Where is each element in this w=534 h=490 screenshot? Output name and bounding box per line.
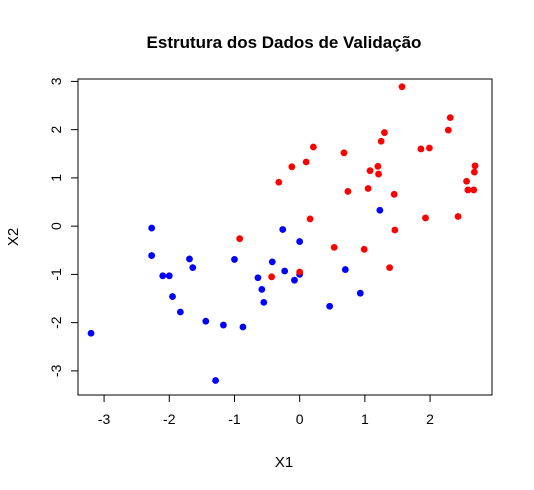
data-point [381, 129, 388, 136]
data-point [296, 238, 304, 245]
data-point [426, 144, 433, 152]
y-tick-label: 2 [48, 126, 64, 134]
data-point [377, 137, 385, 145]
data-point [260, 298, 268, 306]
data-point [268, 273, 276, 281]
data-points [87, 83, 479, 384]
data-point [231, 256, 238, 263]
data-point [364, 185, 372, 192]
x-tick-label: 0 [296, 411, 304, 427]
y-tick-label: 0 [48, 222, 64, 230]
data-point [464, 186, 472, 194]
data-point [422, 214, 429, 222]
x-axis-label: X1 [275, 454, 293, 471]
data-point [470, 168, 478, 176]
data-point [446, 114, 454, 121]
data-point [306, 215, 314, 223]
data-point [302, 158, 310, 166]
data-point [281, 267, 289, 275]
data-point [376, 206, 384, 214]
data-point [275, 178, 283, 186]
data-point [374, 162, 382, 170]
chart-title: Estrutura dos Dados de Validação [147, 33, 422, 52]
data-point [390, 190, 398, 198]
data-point [470, 186, 478, 194]
data-point [159, 272, 167, 280]
data-point [212, 377, 219, 384]
data-point [148, 252, 156, 259]
y-tick-label: -1 [48, 268, 64, 281]
data-point [165, 272, 173, 280]
data-point [330, 243, 338, 251]
data-point [444, 126, 452, 134]
y-tick-label: -2 [48, 316, 64, 329]
data-point [279, 226, 287, 233]
x-tick-label: -3 [98, 411, 111, 427]
y-axis: -3 -2 -1 0 1 2 3 [48, 77, 79, 377]
data-point [291, 276, 298, 284]
data-point [366, 167, 374, 175]
data-point [169, 293, 176, 300]
data-point [296, 268, 304, 276]
data-point [309, 143, 317, 151]
data-point [341, 266, 349, 273]
data-point [186, 255, 193, 263]
data-point [375, 170, 382, 178]
data-point [202, 317, 210, 325]
data-point [189, 264, 197, 272]
data-point [219, 321, 227, 329]
data-point [87, 329, 95, 337]
data-point [258, 285, 266, 293]
x-axis: -3 -2 -1 0 1 2 [98, 394, 434, 427]
y-tick-label: 1 [48, 174, 64, 182]
plot-frame [77, 78, 493, 396]
data-point [326, 302, 334, 310]
data-point [344, 188, 352, 195]
y-tick-label: 3 [48, 77, 64, 85]
data-point [176, 308, 184, 316]
data-point [386, 264, 394, 272]
data-point [239, 323, 247, 331]
data-point [288, 163, 296, 171]
data-point [254, 274, 262, 282]
x-tick-label: -2 [163, 411, 176, 427]
data-point [148, 224, 156, 232]
data-point [268, 258, 276, 266]
data-point [463, 177, 470, 185]
data-point [471, 162, 479, 170]
data-point [356, 289, 364, 297]
x-tick-label: 2 [426, 411, 434, 427]
data-point [454, 213, 462, 220]
y-axis-label: X2 [5, 228, 22, 246]
data-point [340, 149, 348, 157]
data-point [417, 145, 425, 153]
data-point [360, 245, 368, 253]
data-point [398, 83, 406, 91]
data-point [236, 235, 244, 243]
x-tick-label: 1 [361, 411, 369, 427]
y-tick-label: -3 [48, 364, 64, 377]
data-point [391, 226, 399, 234]
x-tick-label: -1 [228, 411, 241, 427]
